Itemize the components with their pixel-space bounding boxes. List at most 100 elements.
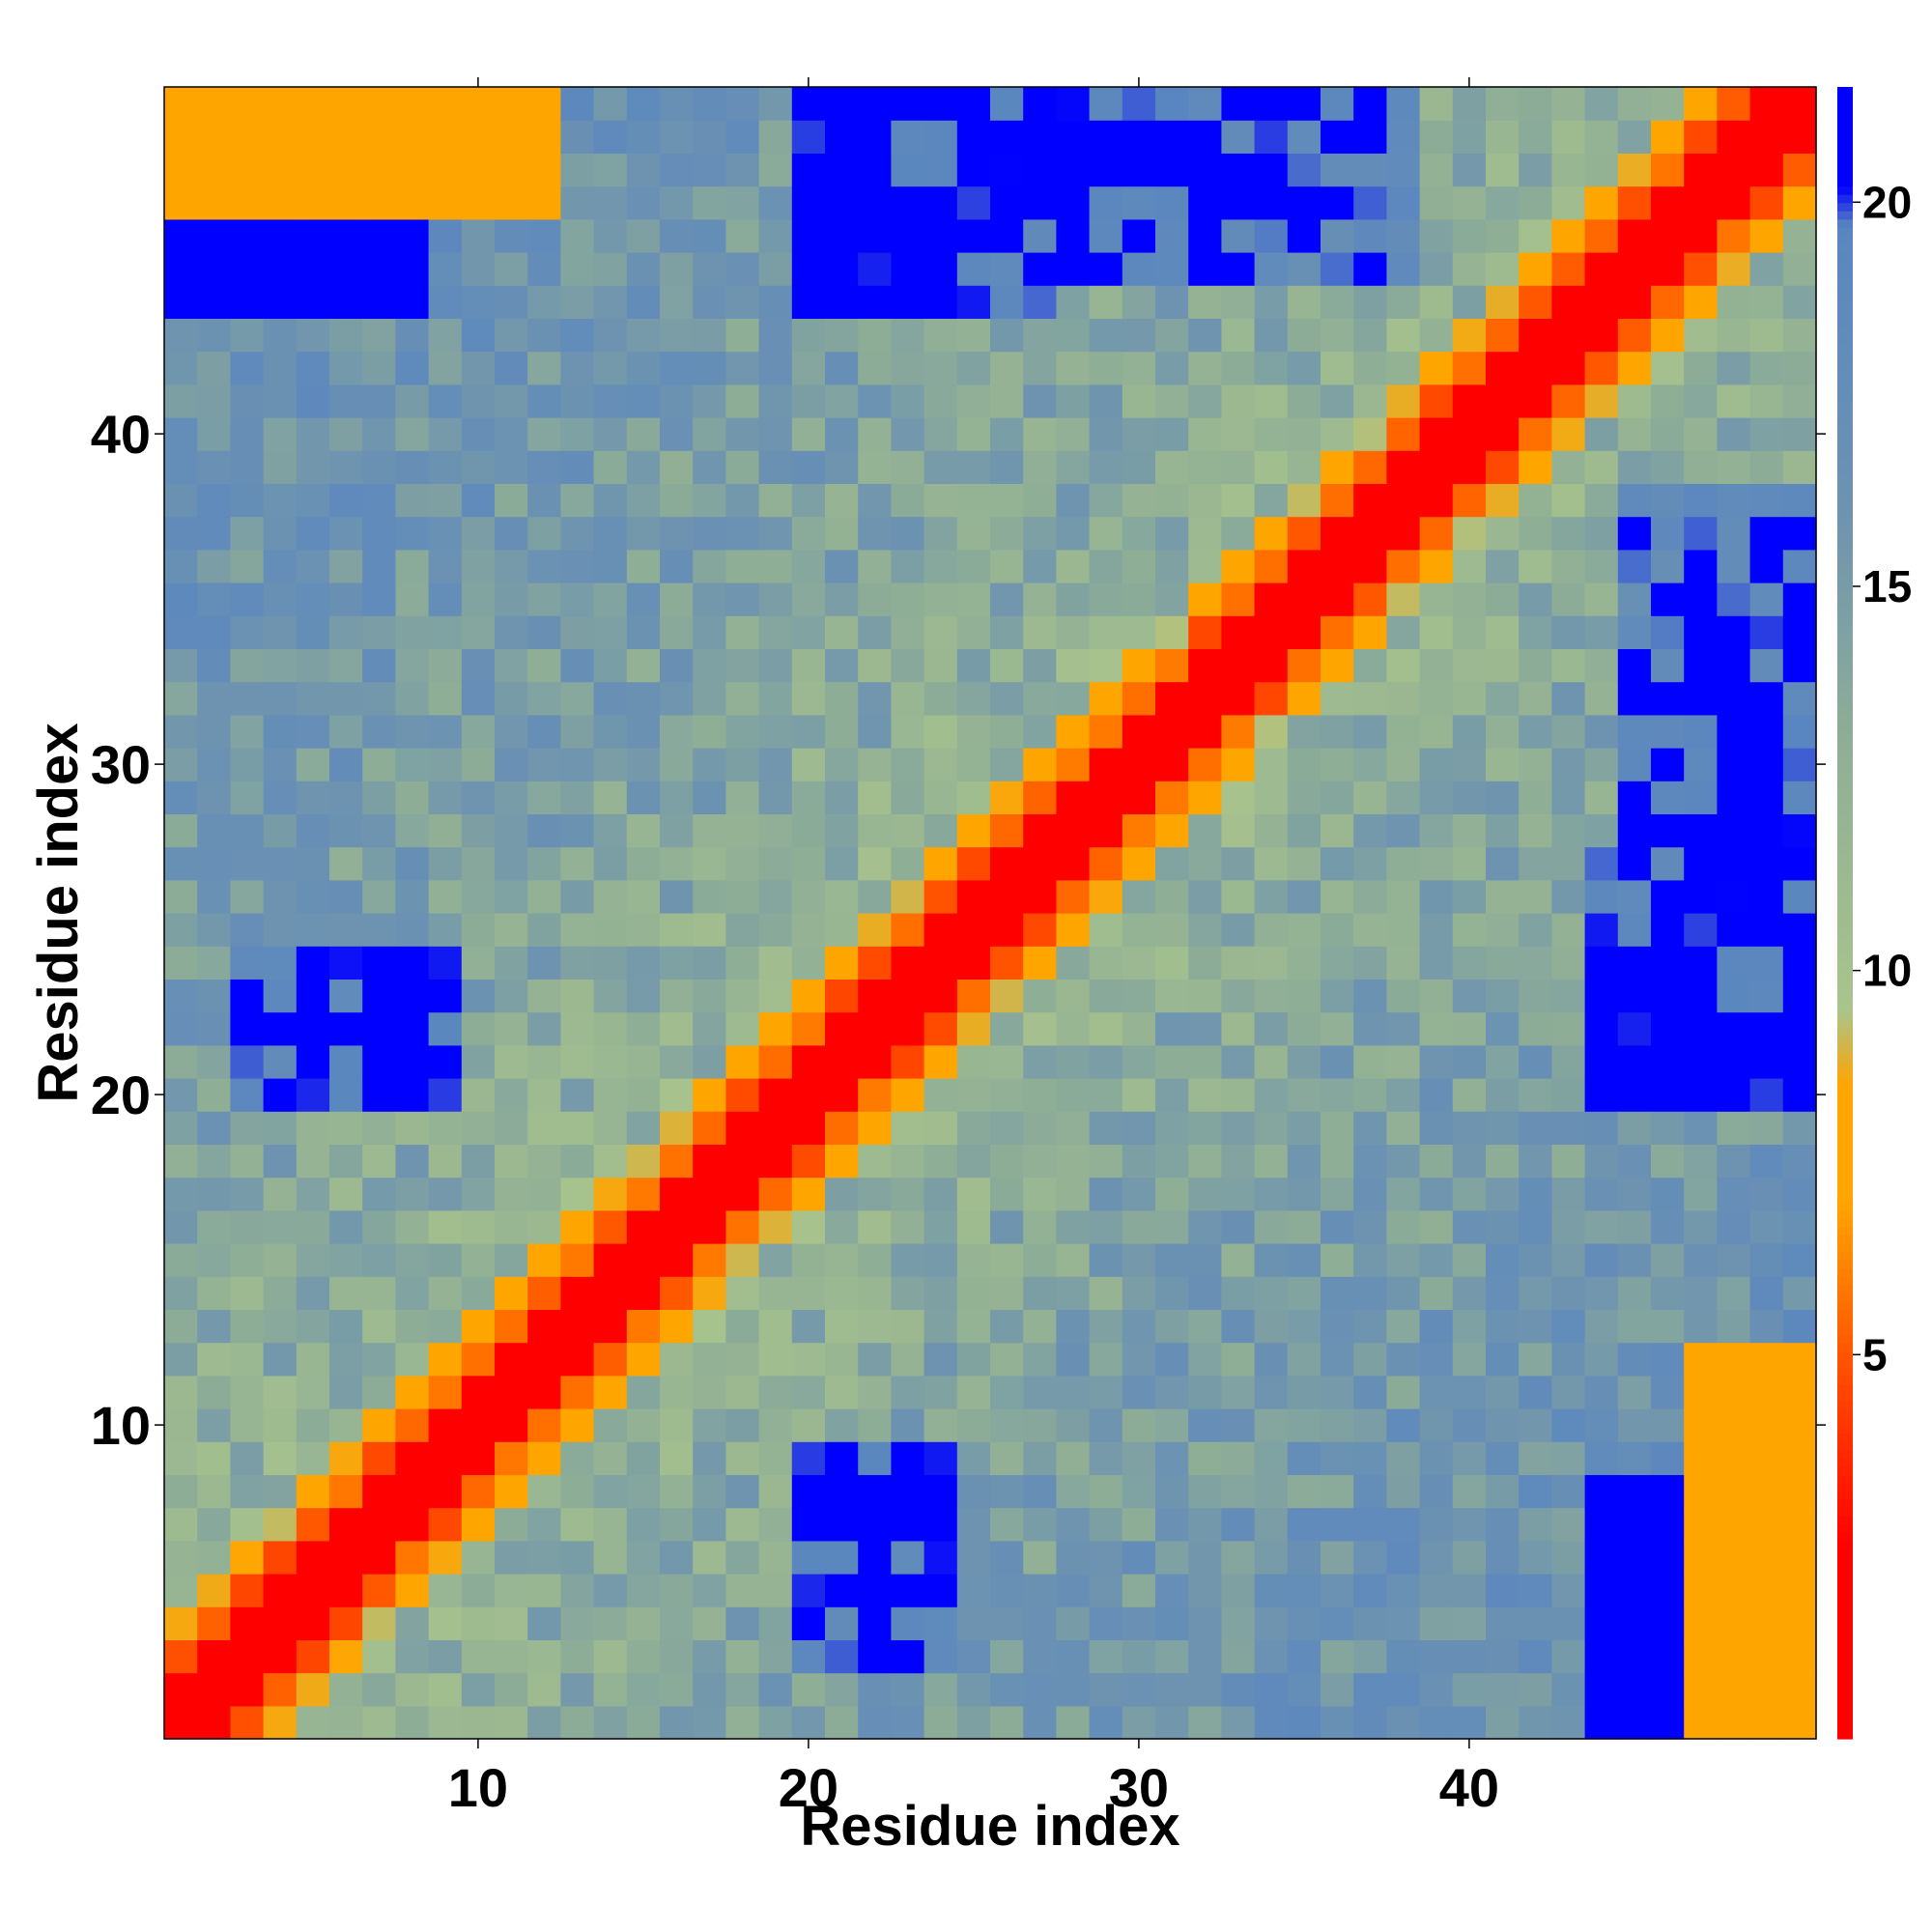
heatmap-cell bbox=[1452, 913, 1487, 947]
heatmap-cell bbox=[923, 516, 958, 551]
heatmap-cell bbox=[329, 1408, 363, 1442]
heatmap-cell bbox=[1519, 846, 1552, 881]
heatmap-cell bbox=[560, 218, 595, 253]
heatmap-cell bbox=[1386, 913, 1421, 947]
heatmap-cell bbox=[1486, 615, 1520, 649]
heatmap-cell bbox=[1056, 1375, 1091, 1409]
heatmap-cell bbox=[1321, 582, 1354, 616]
heatmap-cell bbox=[329, 1144, 363, 1179]
heatmap-cell bbox=[230, 483, 265, 518]
heatmap-cell bbox=[725, 879, 760, 914]
heatmap-cell bbox=[891, 87, 925, 121]
heatmap-cell bbox=[1056, 351, 1091, 385]
heatmap-cell bbox=[693, 781, 726, 814]
heatmap-cell bbox=[626, 748, 661, 781]
heatmap-cell bbox=[1651, 615, 1685, 649]
heatmap-cell bbox=[1122, 979, 1156, 1013]
heatmap-cell bbox=[461, 1209, 496, 1244]
heatmap-cell bbox=[825, 1309, 859, 1344]
heatmap-cell bbox=[758, 615, 793, 649]
heatmap-cell bbox=[461, 450, 496, 484]
colorbar-segment bbox=[1837, 574, 1853, 583]
heatmap-cell bbox=[495, 549, 528, 583]
heatmap-cell bbox=[1122, 252, 1156, 286]
heatmap-cell bbox=[1254, 846, 1289, 881]
heatmap-cell bbox=[1519, 285, 1552, 319]
heatmap-cell bbox=[1551, 384, 1586, 418]
heatmap-cell bbox=[1551, 252, 1586, 286]
heatmap-cell bbox=[1023, 87, 1057, 121]
heatmap-cell bbox=[263, 483, 298, 518]
colorbar-segment bbox=[1837, 1639, 1853, 1649]
heatmap-cell bbox=[825, 450, 859, 484]
heatmap-cell bbox=[395, 218, 430, 253]
colorbar-segment bbox=[1837, 1243, 1853, 1253]
heatmap-cell bbox=[1519, 1507, 1552, 1542]
heatmap-cell bbox=[791, 1606, 826, 1640]
heatmap-cell bbox=[956, 1011, 991, 1046]
heatmap-cell bbox=[725, 846, 760, 881]
heatmap-cell bbox=[1056, 1507, 1091, 1542]
heatmap-cell bbox=[395, 946, 430, 980]
heatmap-cell bbox=[1353, 218, 1387, 253]
heatmap-cell bbox=[1584, 1574, 1619, 1607]
heatmap-cell bbox=[1056, 318, 1091, 353]
colorbar-segment bbox=[1837, 1714, 1853, 1723]
heatmap-cell bbox=[923, 549, 958, 583]
heatmap-cell bbox=[461, 384, 496, 418]
heatmap-cell bbox=[1353, 1078, 1387, 1112]
heatmap-cell bbox=[891, 516, 925, 551]
heatmap-cell bbox=[1056, 615, 1091, 649]
heatmap-cell bbox=[230, 1177, 265, 1211]
heatmap-cell bbox=[428, 1342, 463, 1377]
heatmap-cell bbox=[1419, 1342, 1454, 1377]
heatmap-cell bbox=[1749, 813, 1784, 848]
heatmap-cell bbox=[858, 285, 892, 319]
heatmap-cell bbox=[1023, 1540, 1057, 1575]
heatmap-cell bbox=[560, 384, 595, 418]
heatmap-cell bbox=[263, 1342, 298, 1377]
heatmap-cell bbox=[1486, 946, 1520, 980]
heatmap-cell bbox=[1056, 87, 1091, 121]
heatmap-cell bbox=[1486, 1276, 1520, 1310]
heatmap-cell bbox=[1617, 1209, 1652, 1244]
heatmap-cell bbox=[428, 1540, 463, 1575]
heatmap-cell bbox=[1023, 318, 1057, 353]
heatmap-cell bbox=[1551, 285, 1586, 319]
heatmap-cell bbox=[461, 813, 496, 848]
heatmap-cell bbox=[791, 1375, 826, 1409]
heatmap-cell bbox=[626, 1606, 661, 1640]
colorbar-segment bbox=[1837, 499, 1853, 509]
heatmap-cell bbox=[164, 1507, 198, 1542]
heatmap-cell bbox=[428, 1276, 463, 1310]
heatmap-cell bbox=[693, 1639, 726, 1674]
heatmap-cell bbox=[1486, 450, 1520, 484]
heatmap-cell bbox=[1188, 1243, 1222, 1277]
heatmap-cell bbox=[956, 252, 991, 286]
heatmap-cell bbox=[626, 1574, 661, 1607]
heatmap-cell bbox=[1023, 1144, 1057, 1179]
heatmap-cell bbox=[626, 913, 661, 947]
heatmap-cell bbox=[791, 1342, 826, 1377]
heatmap-cell bbox=[1452, 714, 1487, 749]
heatmap-cell bbox=[527, 748, 561, 781]
heatmap-cell bbox=[693, 417, 726, 451]
heatmap-cell bbox=[362, 1243, 396, 1277]
heatmap-cell bbox=[527, 913, 561, 947]
heatmap-cell bbox=[1386, 120, 1421, 154]
heatmap-cell bbox=[395, 384, 430, 418]
heatmap-cell bbox=[1321, 516, 1354, 551]
heatmap-cell bbox=[1221, 582, 1256, 616]
heatmap-cell bbox=[725, 1011, 760, 1046]
heatmap-cell bbox=[296, 1111, 330, 1145]
heatmap-cell bbox=[1419, 582, 1454, 616]
heatmap-cell bbox=[1089, 450, 1123, 484]
heatmap-cell bbox=[1386, 318, 1421, 353]
heatmap-cell bbox=[791, 1507, 826, 1542]
colorbar-segment bbox=[1837, 301, 1853, 311]
heatmap-cell bbox=[395, 1672, 430, 1707]
heatmap-cell bbox=[230, 417, 265, 451]
heatmap-cell bbox=[1353, 1574, 1387, 1607]
heatmap-cell bbox=[560, 582, 595, 616]
heatmap-cell bbox=[858, 450, 892, 484]
